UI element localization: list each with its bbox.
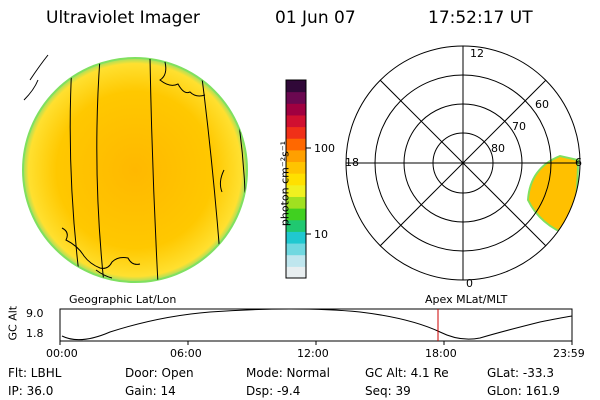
colorbar-segment — [286, 149, 306, 163]
mlt-line — [379, 79, 547, 247]
colorbar-segment — [286, 173, 306, 186]
filter-info: Flt: LBHL — [8, 366, 62, 380]
colorbar — [286, 80, 306, 279]
colorbar-segment — [286, 91, 306, 104]
colorbar-frame — [285, 79, 307, 279]
colorbar-segment — [286, 126, 306, 139]
date-label: 01 Jun 07 — [275, 8, 356, 28]
colorbar-tick-10: 10 — [314, 228, 328, 241]
colorbar-unit-label: photon cm⁻²s⁻¹ — [278, 140, 292, 227]
lat-label-70: 70 — [512, 120, 526, 133]
colorbar-segment — [286, 184, 306, 197]
colorbar-segment — [286, 138, 306, 151]
x-tick-12: 12:00 — [297, 347, 329, 360]
lat-label-60: 60 — [535, 98, 549, 111]
y-tick-9: 9.0 — [26, 307, 44, 320]
seq-info: Seq: 39 — [365, 384, 411, 398]
colorbar-segment — [286, 196, 306, 209]
altitude-curve — [61, 308, 573, 341]
x-tick-2359: 23:59 — [553, 347, 585, 360]
lat-label-80: 80 — [491, 142, 505, 155]
ip-info: IP: 36.0 — [8, 384, 54, 398]
geo-image — [22, 54, 248, 283]
longitude-line — [96, 58, 105, 282]
colorbar-segment — [286, 80, 306, 93]
polar-panel-label: Apex MLat/MLT — [425, 293, 508, 306]
gain-info: Gain: 14 — [125, 384, 176, 398]
x-tick-00: 00:00 — [46, 347, 78, 360]
x-tick-18: 18:00 — [425, 347, 457, 360]
longitude-line — [149, 58, 159, 282]
geo-panel-label: Geographic Lat/Lon — [69, 293, 177, 306]
colorbar-tick-100: 100 — [314, 142, 335, 155]
colorbar-segment — [286, 254, 306, 267]
coastline — [23, 54, 225, 279]
x-tick-06: 06:00 — [170, 347, 202, 360]
gc-alt-info: GC Alt: 4.1 Re — [365, 366, 449, 380]
mlt-label-18: 18 — [345, 156, 359, 169]
colorbar-segment — [286, 243, 306, 256]
auroral-emission — [526, 154, 580, 238]
colorbar-segment — [286, 114, 306, 128]
y-tick-1-8: 1.8 — [26, 327, 44, 340]
mlt-label-12: 12 — [470, 47, 484, 60]
plot-frame — [59, 308, 573, 342]
glat-info: GLat: -33.3 — [487, 366, 554, 380]
colorbar-segment — [286, 103, 306, 116]
altitude-plot — [59, 308, 573, 345]
glon-info: GLon: 161.9 — [487, 384, 560, 398]
longitude-line — [69, 61, 81, 282]
polar-plot — [345, 45, 581, 281]
door-info: Door: Open — [125, 366, 194, 380]
mlt-label-0: 0 — [466, 277, 473, 290]
colorbar-segment — [286, 219, 306, 232]
altitude-axis-label: GC Alt — [6, 305, 20, 341]
colorbar-segment — [286, 231, 306, 244]
colorbar-segment — [286, 161, 306, 174]
instrument-title: Ultraviolet Imager — [46, 8, 200, 28]
dsp-info: Dsp: -9.4 — [246, 384, 301, 398]
mlt-label-6: 6 — [575, 156, 582, 169]
mode-info: Mode: Normal — [246, 366, 330, 380]
colorbar-segment — [286, 208, 306, 221]
colorbar-segment — [286, 266, 306, 279]
time-label: 17:52:17 UT — [428, 8, 533, 28]
